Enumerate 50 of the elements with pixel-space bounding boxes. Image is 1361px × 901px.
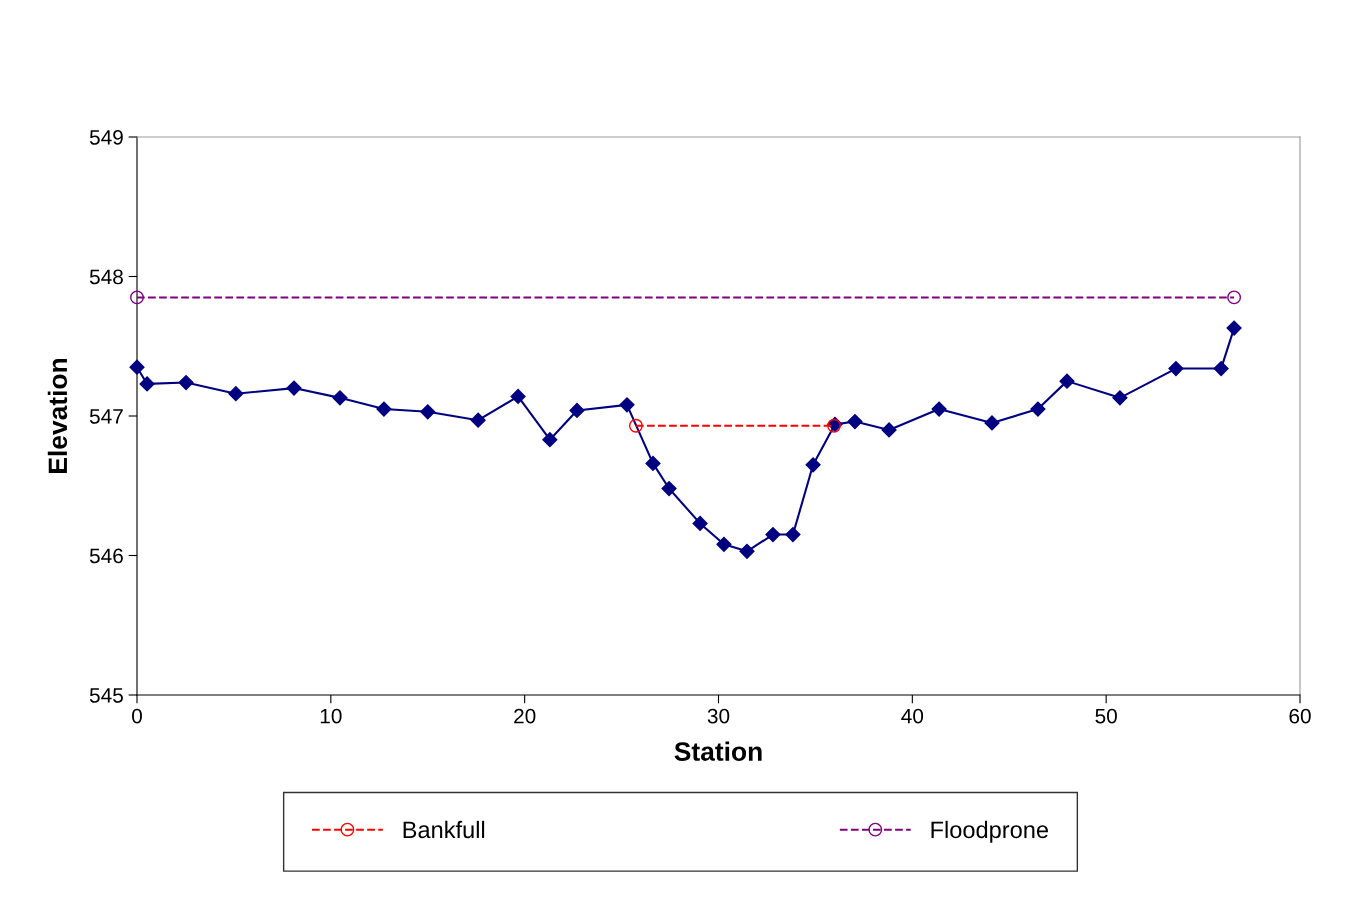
point [1213, 360, 1229, 377]
x-axis-title: Station [674, 741, 762, 761]
y-tick-label: 546 [89, 548, 123, 564]
point [139, 376, 155, 392]
point [619, 397, 635, 413]
point [1030, 401, 1046, 417]
point [628, 418, 643, 433]
point [765, 527, 781, 543]
y-axis-title: Elevation [47, 358, 68, 473]
point [1226, 320, 1242, 336]
point [420, 404, 436, 420]
y-tick-label: 547 [89, 409, 123, 424]
point [569, 402, 585, 418]
x-tick-label: 40 [901, 708, 924, 724]
x-tick-label: 60 [1289, 708, 1311, 724]
point [739, 543, 755, 559]
point [716, 536, 732, 552]
point [881, 422, 897, 438]
point [645, 455, 661, 472]
point [129, 359, 145, 375]
point [692, 515, 708, 531]
x-tick-label: 30 [707, 708, 730, 724]
point [470, 412, 486, 428]
point [1112, 390, 1128, 406]
point [228, 386, 244, 402]
legend-label: Floodprone [931, 820, 1048, 843]
point [785, 527, 801, 543]
point [984, 415, 1000, 431]
legend-label: Bankfull [403, 820, 485, 839]
y-tick-label: 545 [89, 688, 123, 703]
x-tick-label: 0 [132, 708, 142, 724]
point [931, 401, 947, 417]
point [661, 480, 677, 497]
point [286, 380, 302, 396]
point [332, 390, 348, 406]
point [376, 401, 392, 417]
point [1227, 290, 1242, 305]
x-tick-label: 50 [1095, 708, 1117, 724]
point [130, 290, 144, 305]
point [805, 457, 821, 473]
x-tick-label: 10 [320, 708, 342, 724]
point [178, 374, 194, 391]
y-tick-label: 549 [89, 130, 123, 145]
point [1059, 373, 1075, 389]
point [542, 432, 558, 448]
x-tick-label: 20 [514, 708, 536, 724]
y-tick-label: 548 [89, 269, 123, 285]
point [510, 388, 526, 405]
point [1168, 360, 1184, 377]
point [847, 414, 863, 430]
